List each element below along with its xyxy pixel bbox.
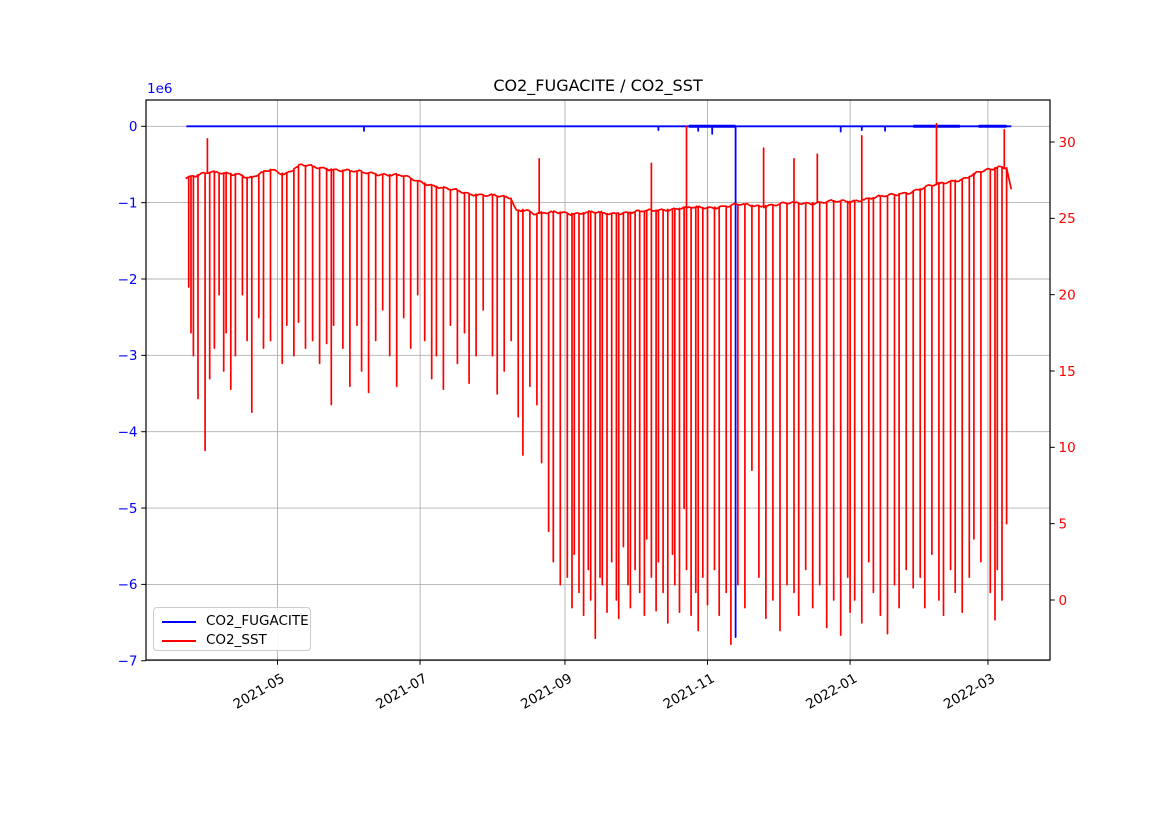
chart-title: CO2_FUGACITE / CO2_SST <box>493 76 703 95</box>
y-right-tick-label: 5 <box>1059 516 1068 532</box>
y-axis-left: 0 −1 −2 −3 −4 −5 −6 −7 <box>118 119 146 670</box>
legend-label: CO2_SST <box>206 632 267 648</box>
series-co2-sst <box>185 122 1013 646</box>
x-tick-label: 2021-05 <box>231 671 288 713</box>
y-right-tick-label: 25 <box>1059 211 1076 227</box>
plot-border <box>145 99 1051 661</box>
co2-fugacite-line <box>186 125 1012 638</box>
legend-entry-co2-fugacite: CO2_FUGACITE <box>162 612 310 631</box>
y-left-tick-label: −2 <box>118 272 138 288</box>
x-tick-label: 2021-11 <box>661 671 718 713</box>
x-axis: 2021-05 2021-07 2021-09 2021-11 2022-01 2022-… <box>231 660 998 713</box>
y-right-tick-label: 20 <box>1059 287 1076 303</box>
y-left-offset-label: 1e6 <box>147 81 173 97</box>
y-left-tick-label: 0 <box>129 119 138 135</box>
y-left-tick-label: −1 <box>118 195 138 211</box>
y-left-tick-label: −4 <box>118 425 138 441</box>
legend-line-sample-red <box>162 639 196 642</box>
y-axis-right: 30 25 20 15 10 5 0 <box>1050 135 1076 609</box>
y-right-tick-label: 10 <box>1059 440 1076 456</box>
y-left-tick-label: −7 <box>118 654 138 670</box>
y-left-tick-label: −5 <box>118 501 138 517</box>
x-tick-label: 2021-07 <box>373 671 430 713</box>
y-right-tick-label: 15 <box>1059 364 1076 380</box>
x-tick-label: 2022-03 <box>941 671 998 713</box>
y-right-tick-label: 0 <box>1059 593 1068 609</box>
legend: CO2_FUGACITE CO2_SST <box>153 607 311 651</box>
y-right-tick-label: 30 <box>1059 135 1076 151</box>
x-tick-label: 2021-09 <box>518 671 575 713</box>
legend-entry-co2-sst: CO2_SST <box>162 631 310 650</box>
co2-sst-line <box>185 122 1013 646</box>
legend-line-sample-blue <box>162 620 196 623</box>
y-left-tick-label: −3 <box>118 348 138 364</box>
y-left-tick-label: −6 <box>118 577 138 593</box>
legend-label: CO2_FUGACITE <box>206 613 309 629</box>
x-tick-label: 2022-01 <box>803 671 860 713</box>
